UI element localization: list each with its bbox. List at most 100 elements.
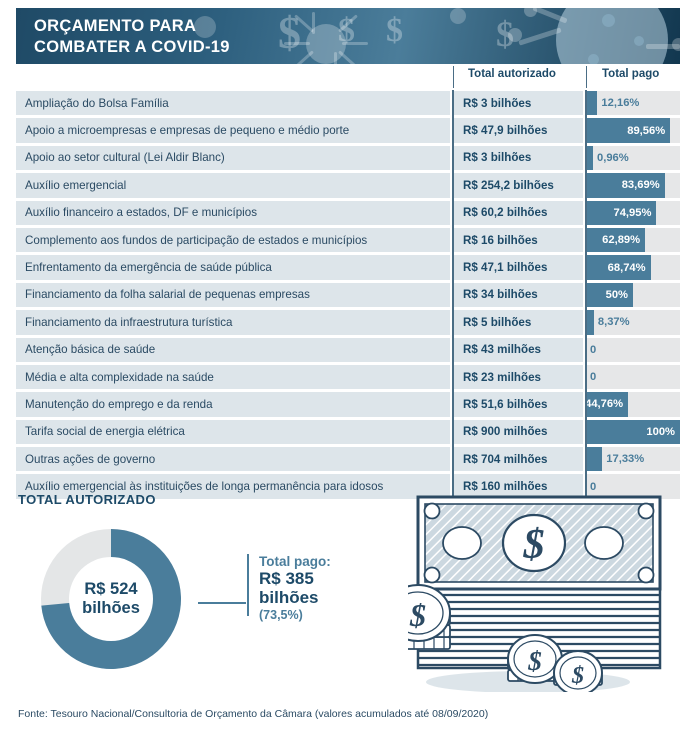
row-action-label: Manutenção do emprego e da renda [16,392,450,417]
header-divider-left [453,66,454,88]
coronavirus-decor-small [306,24,346,64]
row-action-label: Auxílio emergencial [16,173,450,198]
table-row: Manutenção do emprego e da renda R$ 51,6 … [16,391,680,418]
row-paid-bar-track: 83,69% [586,173,680,198]
row-action-label: Tarifa social de energia elétrica [16,419,450,445]
coronavirus-spike [342,42,368,45]
dollar-sign-icon: $ [278,8,301,58]
row-authorized-value: R$ 47,9 bilhões [453,118,583,143]
row-authorized-value: R$ 704 milhões [453,447,583,472]
coronavirus-spike [532,8,568,24]
coronavirus-decor-tiny [450,8,466,24]
row-paid-value: 44,76% [585,398,624,411]
donut-chart: R$ 524 bilhões [26,514,196,684]
summary-title: TOTAL AUTORIZADO [18,492,156,507]
banknote-top: $ [416,495,662,591]
row-action-label: Outras ações de governo [16,447,450,472]
row-authorized-value: R$ 3 bilhões [453,145,583,171]
page-title: ORÇAMENTO PARA COMBATER A COVID-19 [34,17,230,57]
table-vertical-rule-paid [585,90,587,502]
table-row: Outras ações de governo R$ 704 milhões 17,… [16,446,680,473]
table-row: Tarifa social de energia elétrica R$ 900 … [16,419,680,446]
row-action-label: Atenção básica de saúde [16,337,450,362]
row-paid-bar-track: 68,74% [586,255,680,280]
row-paid-bar-fill [586,447,603,472]
row-paid-value: 17,33% [606,453,645,466]
row-paid-bar-track: 8,37% [586,310,680,335]
row-paid-bar-fill: 74,95% [586,200,657,225]
coronavirus-spike [646,44,680,49]
coin-stack-middle: $ [507,634,563,684]
coin-dollar-icon: $ [571,663,584,689]
row-paid-value: 50% [605,288,628,301]
row-paid-bar-track: 74,95% [586,200,680,225]
row-authorized-value: R$ 60,2 bilhões [453,200,583,225]
table-row: Complemento aos fundos de participação d… [16,227,680,254]
callout-total-paid: Total pago: R$ 385 bilhões (73,5%) [259,554,379,622]
row-paid-bar-track: 44,76% [585,392,680,417]
table-row: Auxílio emergencial R$ 254,2 bilhões 83,69… [16,172,680,199]
row-authorized-value: R$ 34 bilhões [453,282,583,308]
row-paid-value: 89,56% [627,124,666,137]
row-paid-value: 74,95% [613,206,652,219]
row-paid-value: 8,37% [597,316,630,329]
summary-section: TOTAL AUTORIZADO R$ 524 bilhões Total pa… [16,492,680,702]
dollar-sign-icon: $ [496,14,514,54]
column-header-paid: Total pago [602,68,660,80]
row-action-label: Complemento aos fundos de participação d… [16,227,450,253]
row-authorized-value: R$ 254,2 bilhões [453,173,583,198]
coronavirus-spike [334,52,337,64]
table-header-row: Total autorizado Total pago [16,66,680,90]
donut-hole [69,557,153,641]
row-paid-value: 0 [590,371,597,384]
table-row: Média e alta complexidade na saúde R$ 23 … [16,364,680,391]
row-authorized-value: R$ 16 bilhões [453,227,583,253]
row-paid-value: 12,16% [601,97,640,110]
row-paid-bar-fill: 62,89% [586,227,646,253]
row-paid-bar-track: 0 [586,337,680,362]
row-action-label: Ampliação do Bolsa Família [16,91,450,116]
row-authorized-value: R$ 3 bilhões [453,91,583,116]
row-authorized-value: R$ 23 milhões [453,364,583,390]
row-paid-bar-fill: 89,56% [586,118,671,143]
row-paid-bar-track: 17,33% [586,447,680,472]
row-paid-bar-track: 89,56% [586,118,680,143]
table-row: Financiamento da folha salarial de peque… [16,282,680,309]
row-paid-bar-track: 100% [586,419,680,445]
row-paid-value: 0,96% [597,151,629,164]
row-action-label: Apoio ao setor cultural (Lei Aldir Blanc… [16,145,450,171]
coin-dollar-icon: $ [527,646,542,676]
coronavirus-spike [294,50,314,64]
row-paid-value: 100% [646,425,675,438]
coronavirus-knob [508,28,522,42]
callout-connector-line [198,602,246,604]
table-row: Auxílio emergencial às instituições de l… [16,473,680,500]
row-authorized-value: R$ 900 milhões [453,419,583,445]
coronavirus-dot [602,14,615,27]
donut-center-label: R$ 524 bilhões [82,580,140,617]
dollar-sign-icon: $ [338,12,355,49]
table-row: Apoio ao setor cultural (Lei Aldir Blanc… [16,145,680,172]
table-row: Apoio a microempresas e empresas de pequ… [16,117,680,144]
callout-label: Total pago: [259,554,331,569]
row-paid-bar-track: 0 [586,474,680,499]
row-paid-value: 83,69% [621,179,660,192]
callout-value: R$ 385 bilhões [259,569,319,608]
table-row: Atenção básica de saúde R$ 43 milhões 0 [16,337,680,364]
row-paid-bar-fill [586,310,594,335]
coronavirus-spike [338,14,358,33]
table-row: Auxílio financeiro a estados, DF e munic… [16,200,680,227]
coronavirus-spike [294,14,314,33]
row-action-label: Auxílio financeiro a estados, DF e munic… [16,200,450,225]
coronavirus-decor-large [556,8,668,64]
row-paid-bar-track: 12,16% [586,91,680,116]
table-vertical-rule-authorized [452,90,454,502]
table-row: Financiamento da infraestrutura turístic… [16,309,680,336]
coronavirus-spike [312,12,315,34]
coronavirus-spike [284,42,310,45]
coronavirus-dot [588,54,599,64]
row-authorized-value: R$ 51,6 bilhões [453,392,583,417]
table-row: Ampliação do Bolsa Família R$ 3 bilhões 12… [16,90,680,117]
donut-svg [41,529,182,669]
row-authorized-value: R$ 160 milhões [453,474,583,499]
